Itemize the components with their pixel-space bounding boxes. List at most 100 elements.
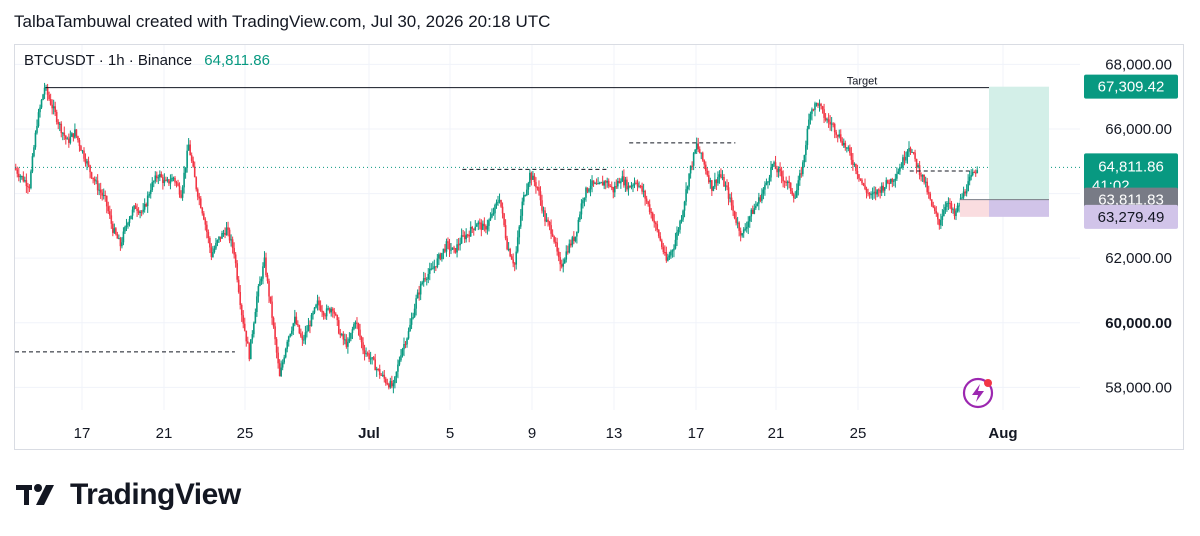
- candle: [154, 171, 157, 184]
- candle-body: [632, 185, 634, 187]
- candle: [195, 176, 198, 192]
- candle-body: [410, 318, 413, 325]
- candle-body: [297, 324, 299, 326]
- candle-body: [110, 215, 113, 224]
- x-tick-label: 21: [156, 425, 173, 442]
- candle: [482, 220, 484, 230]
- candle-body: [115, 228, 117, 235]
- candle-body: [503, 213, 505, 226]
- candle-body: [651, 212, 654, 221]
- candle-body: [181, 187, 184, 198]
- candle: [862, 182, 865, 187]
- candle-body: [535, 182, 537, 188]
- candle-body: [14, 167, 17, 170]
- candle-body: [416, 292, 419, 299]
- candle: [337, 317, 340, 335]
- candle: [304, 325, 307, 345]
- candle: [95, 176, 97, 185]
- chart-attribution: TalbaTambuwal created with TradingView.c…: [14, 12, 551, 31]
- candle: [724, 181, 727, 191]
- candle: [218, 236, 220, 243]
- candle: [889, 178, 892, 184]
- candle: [269, 296, 272, 304]
- candle-body: [472, 228, 475, 230]
- candle-body: [362, 342, 364, 351]
- candle-body: [504, 225, 507, 239]
- candle: [858, 174, 860, 182]
- candle: [668, 251, 671, 261]
- candle: [770, 161, 772, 182]
- candle-body: [903, 157, 906, 161]
- candle: [248, 342, 251, 362]
- candle-body: [897, 171, 900, 175]
- candle: [468, 230, 471, 243]
- candle-body: [629, 185, 631, 188]
- candle-body: [921, 174, 924, 177]
- candle: [495, 199, 498, 209]
- candle: [964, 189, 966, 196]
- candle: [795, 183, 798, 198]
- candle-body: [862, 183, 865, 186]
- candle: [704, 161, 707, 175]
- candle: [224, 227, 226, 239]
- candle: [974, 169, 977, 177]
- candle: [799, 169, 801, 186]
- candle-body: [516, 237, 519, 252]
- candle: [715, 179, 718, 190]
- candle: [375, 366, 378, 377]
- candle-body: [962, 191, 965, 198]
- candle-body: [284, 348, 287, 358]
- candle: [377, 368, 380, 372]
- candle: [174, 176, 176, 186]
- candle: [654, 221, 657, 232]
- candle-body: [485, 226, 487, 230]
- candle: [204, 217, 207, 231]
- candle-body: [698, 149, 701, 154]
- candle: [374, 353, 376, 371]
- candle-body: [654, 222, 657, 225]
- candle-body: [774, 162, 777, 169]
- candle: [344, 333, 346, 345]
- candle: [882, 182, 885, 193]
- candle: [63, 126, 66, 140]
- candle: [55, 109, 58, 125]
- candle-body: [527, 183, 530, 190]
- candle: [536, 186, 539, 191]
- candle-body: [303, 339, 305, 341]
- candle-body: [409, 324, 411, 332]
- candle: [362, 337, 364, 355]
- candle-body: [36, 126, 38, 133]
- candle: [792, 192, 795, 203]
- candle-body: [486, 225, 489, 230]
- candle-body: [849, 147, 851, 153]
- candle-body: [102, 195, 105, 197]
- candle-body: [580, 203, 583, 215]
- candle-body: [644, 190, 646, 199]
- brand-footer: TradingView: [16, 478, 241, 512]
- candle: [96, 174, 99, 196]
- candle: [42, 93, 44, 101]
- candle-body: [25, 180, 28, 187]
- candle: [562, 258, 565, 273]
- candle-body: [24, 180, 26, 182]
- candle-body: [932, 205, 935, 208]
- candle: [855, 163, 857, 175]
- candle: [764, 181, 766, 196]
- candle-body: [664, 251, 666, 253]
- candle: [509, 247, 511, 258]
- candle: [366, 351, 369, 357]
- candle: [479, 218, 481, 230]
- candle-body: [756, 203, 759, 206]
- replay-lightning-icon[interactable]: [962, 377, 994, 409]
- candle: [371, 357, 373, 365]
- candle-body: [799, 173, 801, 181]
- candle: [245, 330, 248, 347]
- candle-body: [237, 279, 240, 292]
- candle-body: [227, 227, 229, 230]
- candle: [720, 168, 722, 179]
- candle: [610, 181, 613, 191]
- candle: [477, 220, 480, 231]
- tag-price: 63,811.83: [1098, 192, 1164, 209]
- candle-body: [184, 167, 187, 173]
